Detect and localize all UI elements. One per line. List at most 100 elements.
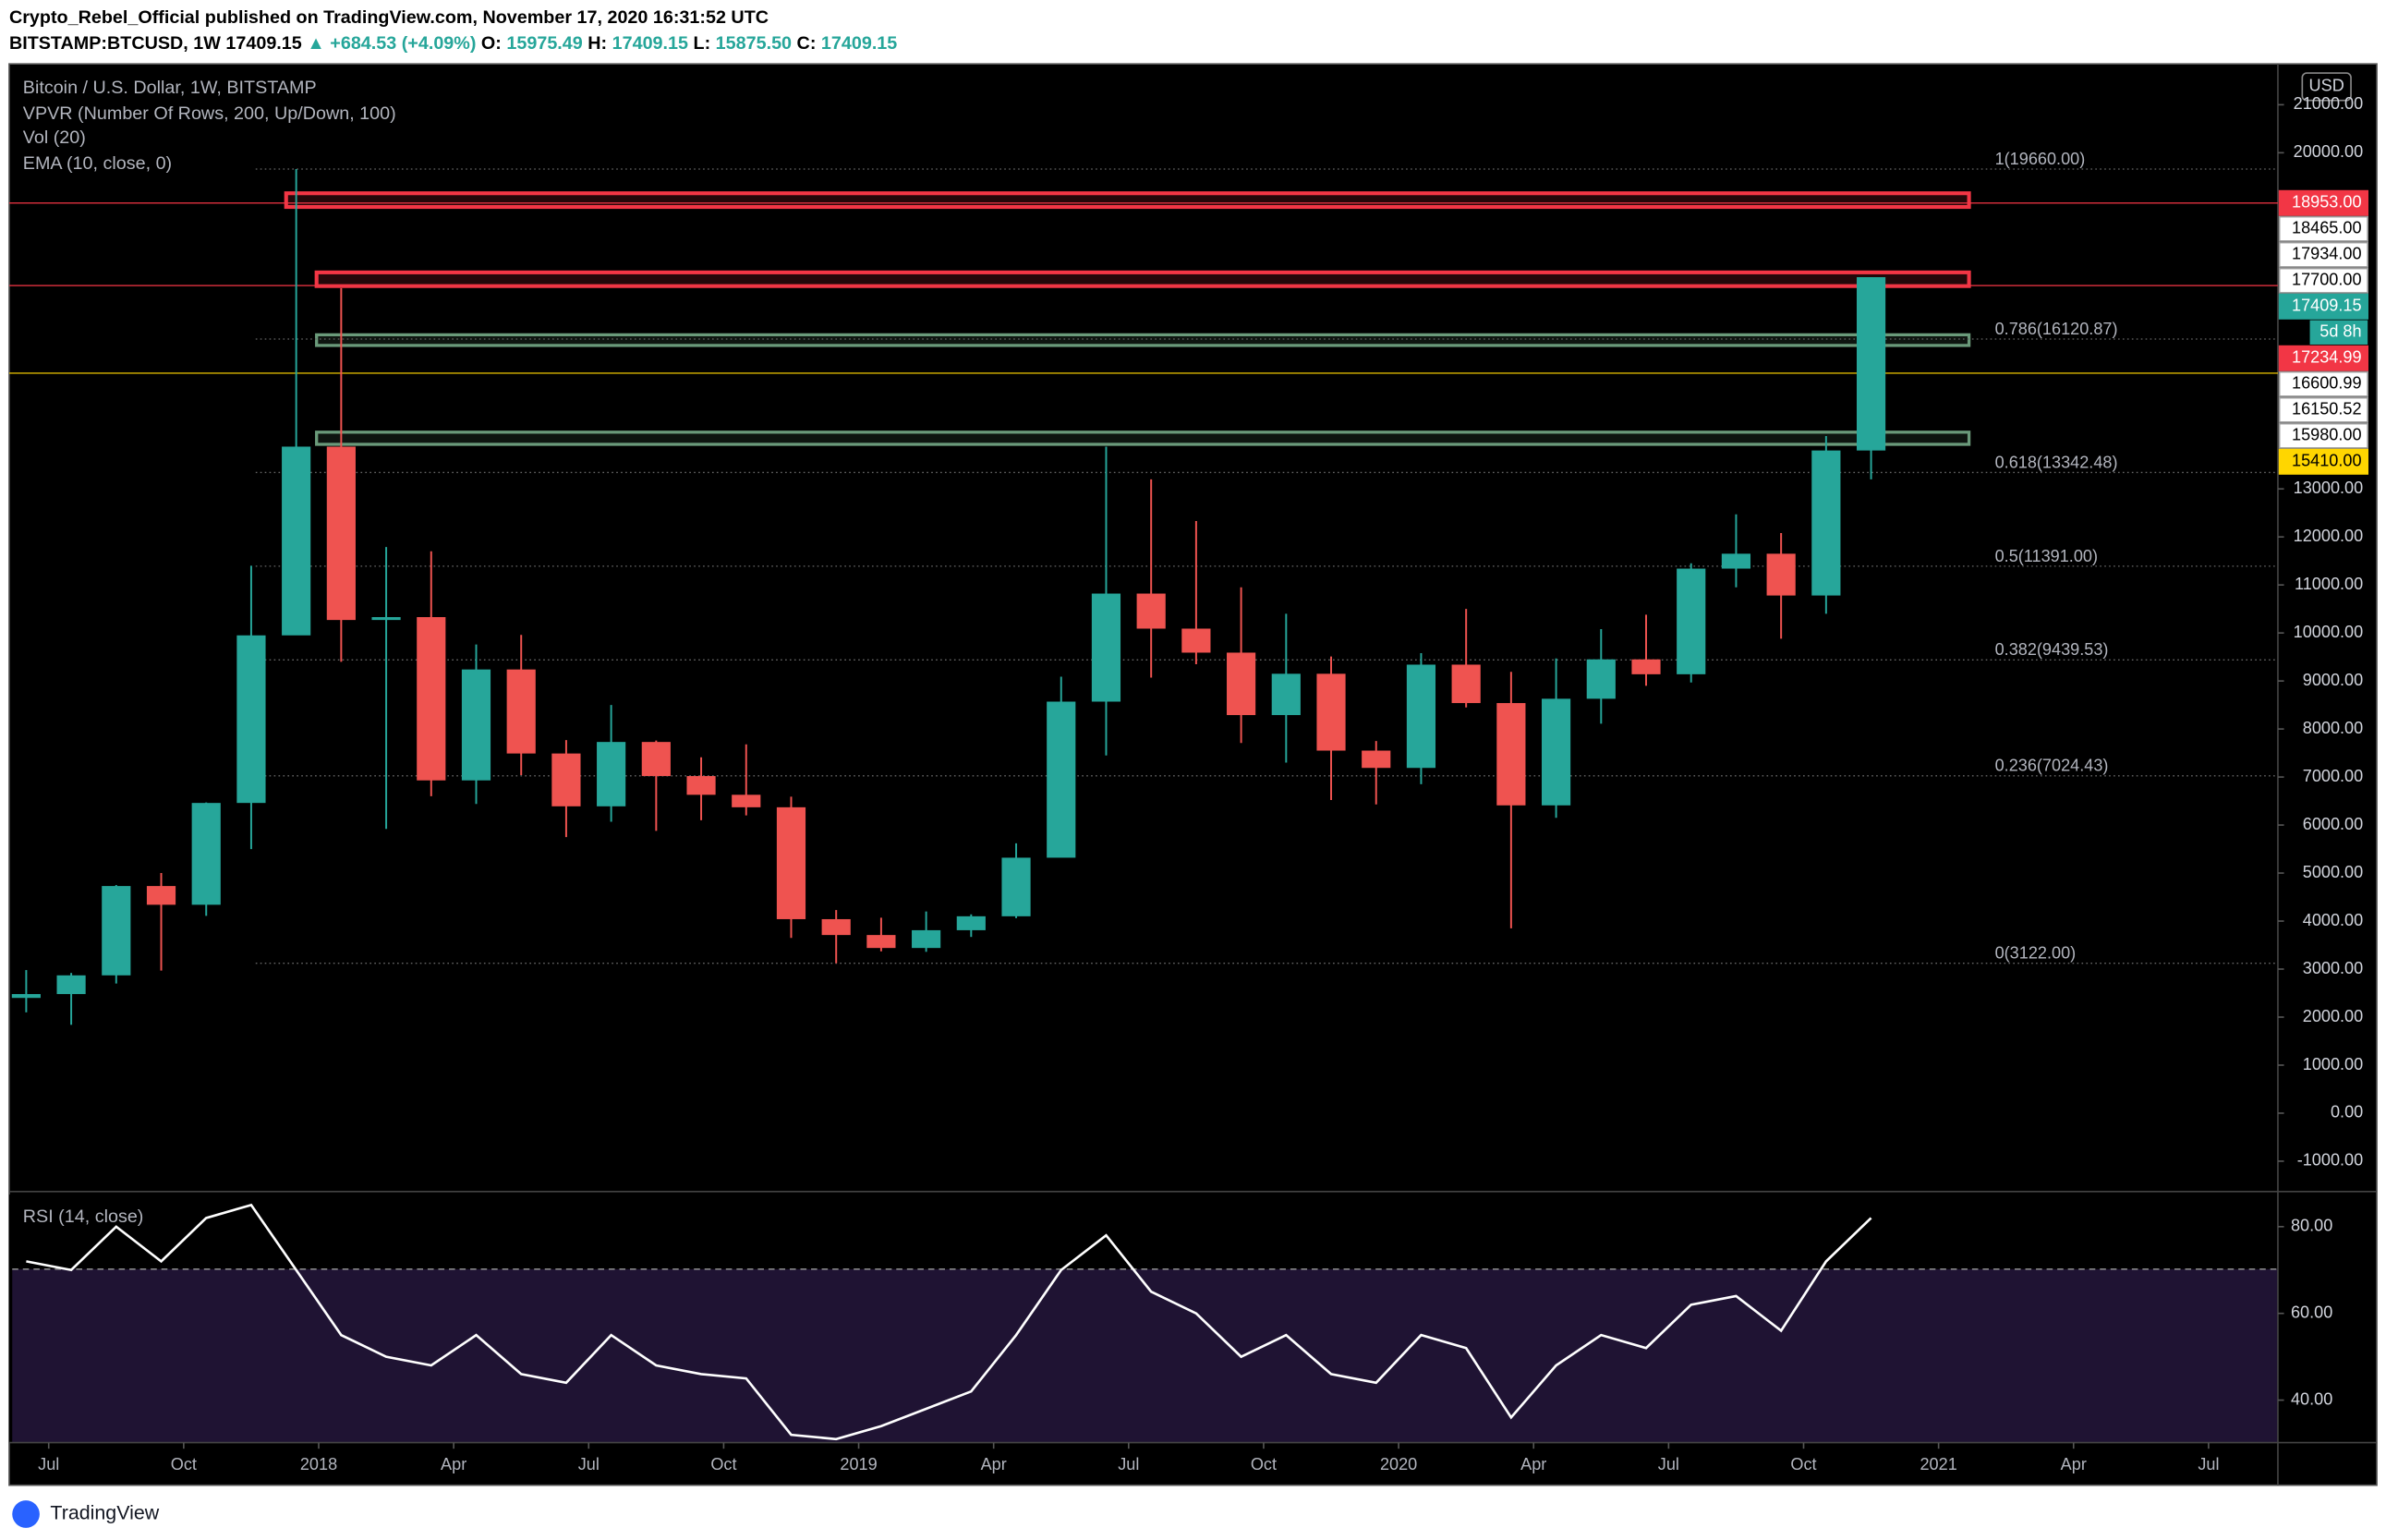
x-tick-label: Oct — [171, 1455, 197, 1473]
countdown: 5d 8h — [2319, 322, 2361, 341]
candle-body — [102, 886, 131, 976]
y-tick-label: -1000.00 — [2297, 1151, 2364, 1170]
candle-body — [641, 742, 671, 777]
logo-mark[interactable] — [12, 1500, 40, 1528]
ohlc-key: L: — [694, 33, 711, 54]
fib-label: 0.382(9439.53) — [1995, 640, 2109, 659]
candle-body — [776, 806, 806, 919]
candle-body — [1541, 698, 1571, 806]
y-tick-label: 2000.00 — [2303, 1007, 2363, 1025]
ohlc-value: 17409.15 — [821, 33, 897, 54]
y-tick-label: 4000.00 — [2303, 911, 2363, 929]
x-tick-label: Oct — [710, 1455, 736, 1473]
candle-body — [1677, 568, 1706, 674]
x-tick-label: Apr — [441, 1455, 466, 1473]
y-tick-label: 20000.00 — [2294, 142, 2364, 161]
x-tick-label: Jul — [2198, 1455, 2219, 1473]
price-label: 17934.00 — [2292, 245, 2362, 263]
x-tick-label: Jul — [38, 1455, 59, 1473]
price-label: 18465.00 — [2292, 219, 2362, 237]
currency[interactable]: USD — [2309, 77, 2344, 95]
candle-body — [732, 794, 761, 807]
rsi-tick-label: 40.00 — [2291, 1389, 2332, 1408]
y-tick-label: 13000.00 — [2294, 479, 2364, 497]
resistance-zone — [284, 191, 1971, 210]
y-tick-label: 12000.00 — [2294, 527, 2364, 545]
candle-body — [1091, 593, 1121, 702]
fib-label: 1(19660.00) — [1995, 150, 2086, 168]
y-tick-label: 5000.00 — [2303, 863, 2363, 881]
candle-body — [1181, 628, 1211, 653]
legend-indicator: VPVR (Number Of Rows, 200, Up/Down, 100) — [23, 103, 396, 124]
candle-body — [1766, 553, 1796, 596]
candle-body — [146, 886, 176, 905]
y-tick-label: 7000.00 — [2303, 767, 2363, 785]
resistance-zone — [314, 270, 1971, 288]
candle-body — [1721, 553, 1751, 569]
candle-body — [417, 617, 446, 781]
fib-label: 0.618(13342.48) — [1995, 453, 2118, 471]
price-label: 16150.52 — [2292, 400, 2362, 418]
footer-brand[interactable]: TradingView — [50, 1502, 159, 1524]
tradingview-logo[interactable]: TradingView — [12, 1500, 160, 1528]
y-tick-label: 1000.00 — [2303, 1055, 2363, 1073]
x-tick-label: Oct — [1251, 1455, 1277, 1473]
price-label-box — [2278, 267, 2368, 294]
last-price: 17409.15 — [225, 33, 301, 54]
y-tick-label: 21000.00 — [2294, 94, 2364, 113]
candle-body — [1451, 664, 1481, 704]
candle-body — [1227, 652, 1256, 716]
currency-box[interactable] — [2301, 72, 2352, 102]
price-label-box — [2278, 293, 2368, 320]
candle-body — [956, 916, 986, 930]
x-tick-label: Oct — [1790, 1455, 1816, 1473]
x-tick-label: Jul — [578, 1455, 600, 1473]
y-tick-label: 3000.00 — [2303, 959, 2363, 977]
candle-body — [1316, 673, 1346, 751]
fib-label: 0(3122.00) — [1995, 944, 2077, 963]
ohlc-value: 17409.15 — [612, 33, 688, 54]
ohlc-value: 15875.50 — [716, 33, 792, 54]
y-tick-label: 9000.00 — [2303, 671, 2363, 689]
x-tick-label: Apr — [981, 1455, 1007, 1473]
candle-body — [821, 918, 851, 936]
price-label-box — [2278, 215, 2368, 242]
candle-body — [1047, 701, 1076, 858]
rsi-tick-label: 60.00 — [2291, 1303, 2332, 1321]
candle-body — [506, 669, 536, 754]
price-label: 17234.99 — [2292, 348, 2362, 367]
price-label: 18953.00 — [2292, 193, 2362, 212]
change: ▲ +684.53 (+4.09%) — [307, 33, 476, 54]
y-tick-label: 6000.00 — [2303, 815, 2363, 833]
support-zone — [315, 333, 1971, 347]
y-tick-label: 0.00 — [2331, 1103, 2363, 1122]
price-label-box — [2278, 396, 2368, 423]
x-tick-label: Apr — [1520, 1455, 1546, 1473]
price-label-box — [2278, 189, 2368, 216]
candle-body — [1586, 659, 1616, 699]
x-tick-label: Apr — [2061, 1455, 2087, 1473]
price-label: 16600.99 — [2292, 374, 2362, 393]
price-label: 17409.15 — [2292, 297, 2362, 315]
candle-body — [282, 446, 311, 636]
candle-body — [686, 776, 716, 795]
x-tick-label: 2018 — [300, 1455, 337, 1473]
candle-body — [597, 742, 626, 806]
price-label-box — [2278, 345, 2368, 371]
ohlc-key: H: — [587, 33, 607, 54]
symbol: BITSTAMP:BTCUSD, 1W — [9, 33, 221, 54]
rsi-tick-label: 80.00 — [2291, 1217, 2332, 1235]
candle-body — [1856, 277, 1886, 451]
y-tick-label: 10000.00 — [2294, 623, 2364, 641]
x-tick-label: 2021 — [1920, 1455, 1956, 1473]
candle-body — [1631, 659, 1661, 674]
candle-body — [1001, 857, 1031, 916]
price-label-box — [2278, 370, 2368, 397]
candle-body — [11, 994, 41, 999]
candle-body — [191, 803, 221, 905]
countdown-box — [2309, 320, 2368, 345]
legend-indicator: Vol (20) — [23, 127, 86, 148]
y-tick-label: 11000.00 — [2295, 575, 2363, 593]
price-label-box — [2278, 241, 2368, 268]
candle-body — [866, 935, 896, 949]
